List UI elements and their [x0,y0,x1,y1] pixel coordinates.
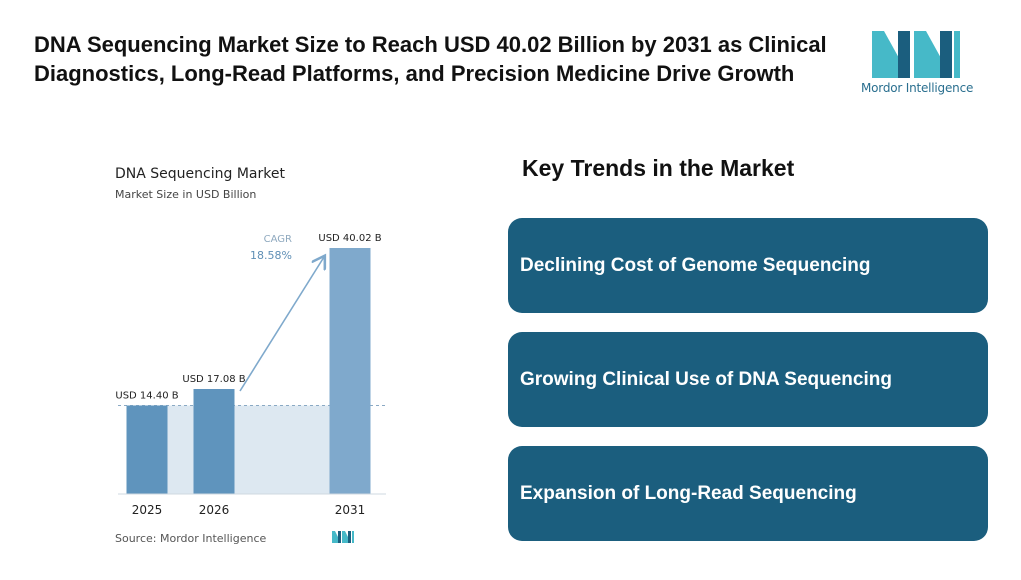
chart-title: DNA Sequencing Market [115,166,285,182]
trend-card-3[interactable]: Expansion of Long-Read Sequencing [508,446,988,541]
x-tick-label: 2025 [132,503,163,517]
key-trends-heading: Key Trends in the Market [522,155,795,181]
trend-card-2[interactable]: Growing Clinical Use of DNA Sequencing [508,332,988,427]
x-tick-label: 2026 [199,503,230,517]
chart-subtitle: Market Size in USD Billion [115,188,257,201]
logo-caption: Mordor Intelligence [861,81,974,95]
bar-2026 [193,389,235,494]
page-title: DNA Sequencing Market Size to Reach USD … [34,32,827,86]
x-tick-label: 2031 [335,503,366,517]
trend-card-label: Growing Clinical Use of DNA Sequencing [520,368,892,390]
bar-2025 [126,405,168,494]
chart-source: Source: Mordor Intelligence [115,532,267,545]
mordor-intelligence-logo [872,31,960,78]
bar-2031 [329,248,371,494]
trend-card-label: Expansion of Long-Read Sequencing [520,482,857,504]
trend-card-label: Declining Cost of Genome Sequencing [520,254,871,276]
cagr-value: 18.58% [250,249,292,262]
bar-data-label: USD 14.40 B [115,390,178,401]
trend-card-1[interactable]: Declining Cost of Genome Sequencing [508,218,988,313]
bar-data-label: USD 17.08 B [182,374,245,385]
cagr-arrow [239,257,324,392]
cagr-label: CAGR [264,234,292,245]
bar-data-label: USD 40.02 B [318,233,381,244]
market-size-bar-chart: USD 14.40 B 2025 USD 17.08 B 2026 USD 40.02 … [115,233,386,517]
source-logo-icon [332,531,354,543]
